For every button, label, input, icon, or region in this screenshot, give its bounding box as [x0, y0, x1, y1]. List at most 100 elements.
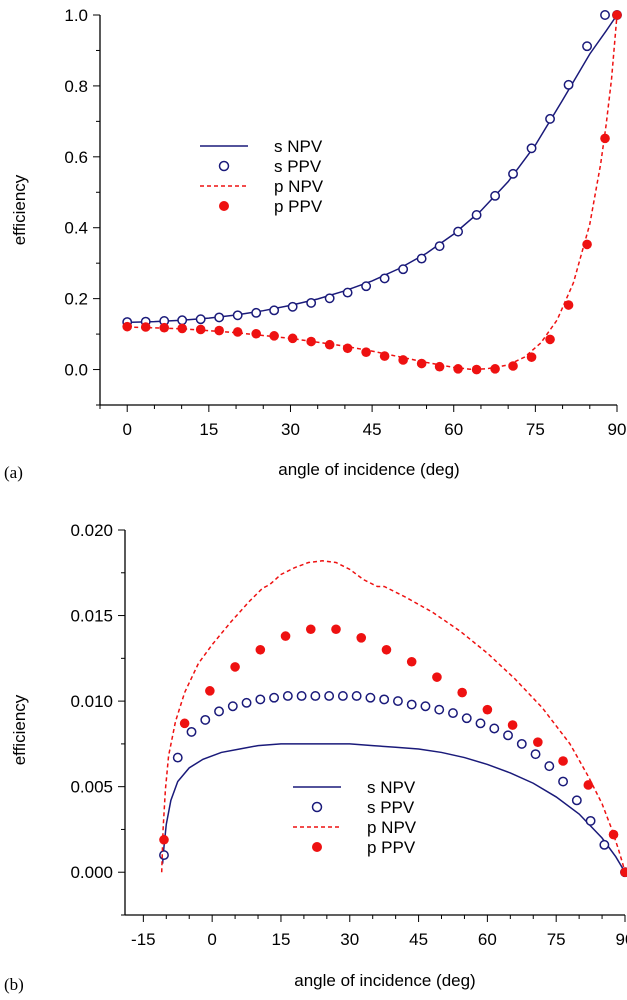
data-point-p-ppv: [324, 339, 335, 350]
legend-label: s NPV: [367, 778, 416, 797]
series-line-p-npv: [160, 560, 626, 873]
y-tick-label: 0.8: [64, 77, 88, 96]
data-point-s-ppv: [159, 850, 169, 861]
data-point-s-ppv: [269, 692, 280, 703]
data-point-s-ppv: [251, 307, 262, 318]
data-point-s-ppv: [306, 297, 317, 308]
x-tick-label: 90: [608, 420, 627, 439]
panel-label-a: (a): [4, 463, 23, 482]
data-point-s-ppv: [471, 210, 482, 220]
data-point-s-ppv: [337, 691, 348, 701]
data-point-p-ppv: [432, 672, 442, 682]
data-point-s-ppv: [269, 305, 280, 316]
y-tick-label: 1.0: [64, 6, 88, 25]
data-point-p-ppv: [255, 644, 266, 655]
data-point-s-ppv: [255, 694, 266, 705]
data-point-s-ppv: [324, 691, 335, 701]
data-point-p-ppv: [612, 10, 622, 20]
y-tick-label: 0.015: [70, 607, 113, 626]
data-point-p-ppv: [356, 633, 367, 643]
data-point-p-ppv: [558, 756, 568, 766]
y-tick-label: 0.6: [64, 148, 88, 167]
data-point-s-ppv: [351, 691, 362, 701]
data-point-p-ppv: [287, 333, 298, 344]
data-point-s-ppv: [195, 314, 206, 325]
data-point-p-ppv: [398, 355, 408, 365]
data-point-s-ppv: [434, 704, 445, 715]
data-point-s-ppv: [526, 143, 537, 154]
data-point-p-ppv: [508, 361, 518, 371]
data-point-s-ppv: [453, 226, 464, 237]
x-tick-label: 45: [409, 930, 428, 949]
data-point-p-ppv: [416, 358, 427, 369]
legend-swatch: [311, 801, 323, 813]
data-point-s-ppv: [177, 315, 188, 326]
chart-panel-b: 0.000 0.005 0.010 0.015 0.020 -15 0 15 30 45 60 75 9…: [4, 521, 627, 994]
data-point-p-ppv: [140, 322, 151, 332]
x-tick-label: 15: [272, 930, 291, 949]
x-tick-label: 30: [281, 420, 300, 439]
data-point-p-ppv: [159, 322, 170, 333]
data-point-p-ppv: [251, 328, 261, 339]
data-point-p-ppv: [582, 239, 592, 250]
data-point-p-ppv: [342, 343, 353, 354]
data-point-p-ppv: [122, 321, 133, 332]
data-point-s-ppv: [571, 795, 582, 806]
data-point-p-ppv: [457, 687, 467, 698]
x-tick-label: 75: [547, 930, 566, 949]
data-point-s-ppv: [544, 761, 555, 772]
data-point-s-ppv: [241, 697, 252, 708]
data-point-p-ppv: [280, 631, 291, 641]
data-point-p-ppv: [507, 720, 518, 730]
data-point-s-ppv: [516, 738, 527, 749]
legend-label: p PPV: [367, 838, 416, 857]
data-point-s-ppv: [563, 79, 574, 90]
panel-label-b: (b): [4, 975, 24, 994]
data-point-s-ppv: [508, 168, 519, 179]
data-point-s-ppv: [503, 730, 513, 741]
data-point-p-ppv: [490, 364, 500, 374]
data-point-p-ppv: [471, 364, 482, 375]
data-point-s-ppv: [365, 692, 376, 703]
y-tick-label: 0.0: [64, 361, 88, 380]
plot-series-a: [122, 10, 622, 375]
data-point-s-ppv: [416, 253, 427, 264]
data-point-s-ppv: [420, 701, 431, 712]
legend-swatch: [219, 201, 229, 211]
x-axis-title-b: angle of incidence (deg): [294, 971, 475, 990]
data-point-p-ppv: [600, 133, 610, 144]
data-point-s-ppv: [530, 749, 541, 760]
y-axis-title-b: efficiency: [10, 694, 29, 765]
data-point-s-ppv: [287, 301, 298, 312]
data-point-p-ppv: [177, 323, 187, 334]
x-tick-label: 15: [199, 420, 218, 439]
data-point-s-ppv: [398, 264, 409, 275]
data-point-s-ppv: [310, 691, 321, 701]
data-point-s-ppv: [406, 699, 417, 710]
data-point-s-ppv: [582, 41, 593, 52]
data-point-p-ppv: [179, 718, 190, 729]
data-point-p-ppv: [545, 334, 555, 345]
data-point-p-ppv: [379, 351, 390, 361]
series-line-s-npv: [161, 743, 626, 873]
series-line-s-npv: [127, 14, 618, 324]
data-point-p-ppv: [195, 324, 206, 335]
y-tick-label: 0.005: [70, 778, 113, 797]
x-tick-label: 30: [340, 930, 359, 949]
data-point-s-ppv: [558, 776, 569, 787]
data-point-p-ppv: [381, 644, 392, 655]
data-point-p-ppv: [361, 347, 371, 357]
data-point-p-ppv: [406, 656, 417, 667]
y-tick-label: 0.2: [64, 290, 88, 309]
y-axis-title-a: efficiency: [10, 174, 29, 245]
data-point-s-ppv: [200, 714, 211, 725]
data-point-s-ppv: [227, 701, 238, 712]
data-point-s-ppv: [600, 10, 610, 20]
data-point-p-ppv: [159, 834, 169, 845]
axes-b: 0.000 0.005 0.010 0.015 0.020 -15 0 15 30 45 60 75 9…: [70, 521, 627, 949]
x-tick-label: 0: [207, 930, 216, 949]
data-point-p-ppv: [526, 352, 537, 362]
legend-label: p NPV: [367, 818, 417, 837]
data-point-p-ppv: [214, 325, 224, 336]
